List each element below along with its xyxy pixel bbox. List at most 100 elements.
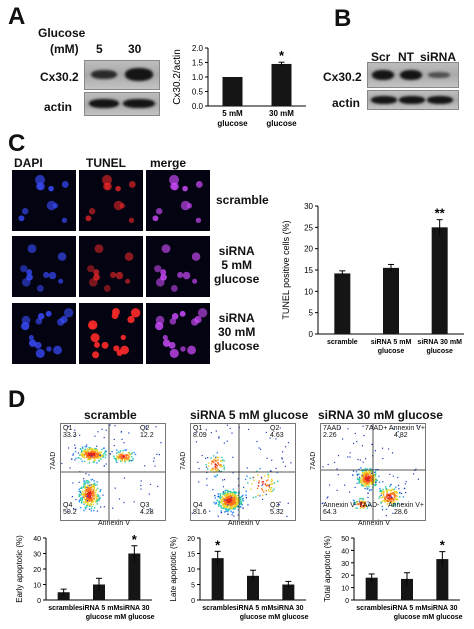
flow-event-dot xyxy=(279,501,281,503)
flow-event-dot xyxy=(364,473,366,476)
x-tick-label: mM glucose xyxy=(422,614,463,621)
flow-event-dot xyxy=(197,461,199,463)
flow-event-dot xyxy=(390,489,393,492)
flow-event-dot xyxy=(229,497,231,500)
y-tick-label: 20 xyxy=(304,245,313,254)
flow-event-dot xyxy=(89,455,91,458)
flow-event-dot xyxy=(376,479,378,482)
flow-event-dot xyxy=(398,488,400,490)
flow-event-dot xyxy=(91,457,94,459)
flow-event-dot xyxy=(102,494,104,496)
flow-event-dot xyxy=(268,484,270,486)
flow-event-dot xyxy=(363,474,365,476)
flow-event-dot xyxy=(262,483,264,485)
flow-event-dot xyxy=(235,496,238,499)
flow-event-dot xyxy=(93,459,95,462)
flow-event-dot xyxy=(363,472,365,474)
flow-event-dot xyxy=(95,449,98,452)
flow-event-dot xyxy=(232,500,234,503)
flow-event-dot xyxy=(388,489,391,491)
cell-nucleus xyxy=(35,318,43,325)
flow-event-dot xyxy=(371,482,373,484)
blot-band xyxy=(399,96,425,104)
flow-event-dot xyxy=(362,481,365,483)
quadrant-label: Q2 xyxy=(270,425,280,432)
flow-event-dot xyxy=(229,491,231,493)
flow-event-dot xyxy=(392,475,394,477)
flow-event-dot xyxy=(386,490,388,493)
flow-event-dot xyxy=(385,508,388,510)
flow-event-dot xyxy=(227,496,229,498)
flow-event-dot xyxy=(84,490,87,492)
flow-event-dot xyxy=(82,454,84,457)
flow-event-dot xyxy=(78,457,80,459)
flow-event-dot xyxy=(242,494,244,497)
flow-event-dot xyxy=(209,510,211,512)
flow-event-dot xyxy=(226,508,228,511)
column-label-merge: merge xyxy=(150,156,187,170)
flow-event-dot xyxy=(386,494,388,496)
quadrant-label: Q3 xyxy=(270,502,280,509)
flow-event-dot xyxy=(383,491,385,494)
flow-event-dot xyxy=(337,474,339,476)
flow-event-dot xyxy=(356,501,358,504)
flow-event-dot xyxy=(95,498,98,500)
flow-event-dot xyxy=(81,446,84,448)
flow-event-dot xyxy=(149,508,151,510)
flow-event-dot xyxy=(79,454,81,456)
flow-cytometry-plot-sirna-30mm xyxy=(320,423,426,521)
flow-event-dot xyxy=(396,496,398,498)
y-axis-label: Early apoptotic (%) xyxy=(15,535,24,603)
flow-event-dot xyxy=(381,505,384,508)
flow-event-dot xyxy=(232,494,235,496)
flow-event-dot xyxy=(360,497,362,500)
flow-event-dot xyxy=(370,478,372,480)
y-tick-label: 0 xyxy=(309,330,314,339)
flow-event-dot xyxy=(93,451,96,453)
flow-event-dot xyxy=(113,444,115,447)
flow-event-dot xyxy=(99,457,102,459)
flow-event-dot xyxy=(360,481,362,484)
flow-event-dot xyxy=(378,497,380,499)
flow-event-dot xyxy=(228,508,230,510)
y-axis-label: Late apoptotic (%) xyxy=(169,536,178,601)
lane-label-30: 30 xyxy=(128,42,142,56)
flow-event-dot xyxy=(375,481,377,483)
flow-event-dot xyxy=(220,511,223,514)
flow-event-dot xyxy=(360,474,363,476)
flow-event-dot xyxy=(116,449,118,451)
flow-event-dot xyxy=(285,446,287,448)
flow-event-dot xyxy=(396,498,398,500)
flow-event-dot xyxy=(364,458,367,460)
flow-event-dot xyxy=(380,494,382,496)
quadrant-label: Q4 xyxy=(63,502,73,509)
flow-event-dot xyxy=(88,459,91,461)
flow-event-dot xyxy=(85,451,87,453)
flow-event-dot xyxy=(245,494,247,496)
flow-event-dot xyxy=(81,486,83,488)
flow-event-dot xyxy=(95,490,97,492)
flow-event-dot xyxy=(393,503,395,505)
flow-event-dot xyxy=(363,483,365,485)
cell-nucleus xyxy=(180,346,186,352)
cell-nucleus xyxy=(46,346,52,352)
flow-event-dot xyxy=(405,491,407,494)
flow-event-dot xyxy=(83,503,85,506)
flow-event-dot xyxy=(273,482,276,484)
flow-event-dot xyxy=(366,507,369,509)
flow-event-dot xyxy=(218,503,221,505)
flow-event-dot xyxy=(148,493,150,495)
row-label-line: siRNA xyxy=(218,244,255,258)
flow-event-dot xyxy=(222,486,225,488)
flow-event-dot xyxy=(236,506,239,508)
flow-event-dot xyxy=(90,485,92,488)
row-label-scramble: scramble xyxy=(216,193,269,207)
flow-event-dot xyxy=(354,502,356,504)
flow-event-dot xyxy=(368,479,370,482)
cell-nucleus xyxy=(115,271,124,280)
flow-event-dot xyxy=(219,494,222,497)
flow-event-dot xyxy=(360,503,362,505)
flow-event-dot xyxy=(218,457,220,459)
cell-nucleus xyxy=(28,339,37,347)
